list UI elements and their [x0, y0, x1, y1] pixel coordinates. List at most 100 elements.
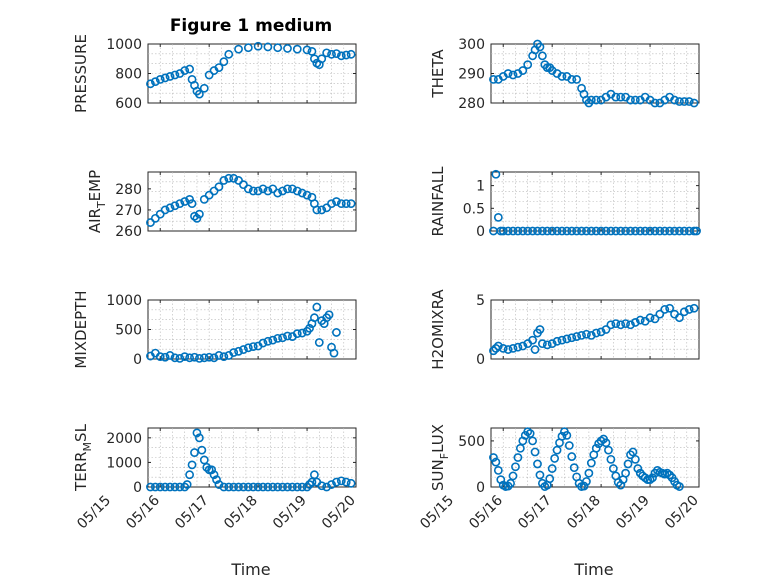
- data-point: [596, 226, 606, 236]
- data-point: [623, 459, 633, 469]
- data-point: [616, 320, 626, 330]
- data-point: [243, 184, 253, 194]
- data-point: [327, 480, 336, 489]
- data-markers: [146, 302, 341, 363]
- data-point: [234, 346, 243, 356]
- data-point: [268, 482, 278, 492]
- data-point: [648, 473, 657, 483]
- y-axis-label: AIRTEMP: [86, 170, 108, 233]
- data-point: [650, 98, 660, 108]
- data-point: [533, 226, 542, 236]
- data-point: [224, 482, 234, 492]
- data-point: [170, 353, 180, 363]
- data-point: [239, 482, 248, 492]
- axes-box: [147, 427, 357, 488]
- data-point: [498, 226, 508, 236]
- data-point: [493, 341, 503, 351]
- data-point: [170, 482, 180, 492]
- data-point: [608, 464, 618, 473]
- data-point: [204, 352, 214, 362]
- data-point: [258, 338, 268, 348]
- subplot-pressure: 600 800 1000 PRESSURE: [72, 34, 357, 113]
- data-point: [503, 69, 513, 78]
- data-point: [185, 64, 194, 74]
- data-point: [170, 201, 180, 211]
- data-point: [569, 463, 579, 473]
- data-point: [655, 309, 665, 319]
- subplot-h2omixra: 0 5 H2OMIXRA: [429, 289, 700, 370]
- data-point: [324, 310, 334, 320]
- data-point: [582, 226, 591, 236]
- y-tick-label: 270: [115, 203, 142, 219]
- data-point: [155, 352, 165, 362]
- data-point: [273, 188, 283, 198]
- data-point: [182, 480, 192, 489]
- data-point: [650, 314, 660, 324]
- data-point: [552, 445, 562, 455]
- data-point: [305, 323, 314, 333]
- data-point: [533, 459, 542, 469]
- data-markers: [489, 303, 699, 356]
- subplot-theta: 280 290 300 THETA: [429, 37, 700, 112]
- data-point: [604, 445, 613, 455]
- data-point: [684, 97, 694, 106]
- data-point: [552, 336, 562, 346]
- data-point: [528, 335, 537, 345]
- data-point: [564, 441, 574, 450]
- data-point: [626, 320, 635, 330]
- data-point: [312, 302, 322, 312]
- data-point: [341, 50, 351, 60]
- data-point: [248, 342, 258, 352]
- data-point: [577, 226, 586, 236]
- data-point: [283, 184, 292, 194]
- data-point: [160, 205, 170, 215]
- data-point: [312, 205, 322, 215]
- data-point: [283, 482, 292, 492]
- data-point: [513, 226, 523, 236]
- data-point: [665, 303, 675, 313]
- data-point: [194, 433, 204, 443]
- data-point: [684, 305, 694, 314]
- y-axis-label: PRESSURE: [72, 34, 90, 113]
- data-point: [346, 49, 356, 59]
- data-markers: [489, 39, 699, 108]
- data-point: [518, 226, 528, 236]
- data-point: [170, 70, 180, 80]
- data-point: [650, 226, 660, 236]
- data-markers: [146, 428, 356, 492]
- data-point: [670, 226, 679, 236]
- data-point: [635, 315, 645, 325]
- y-tick-label: 1: [476, 179, 485, 195]
- data-markers: [146, 173, 356, 227]
- axes-box: [147, 171, 357, 232]
- data-point: [528, 436, 537, 446]
- data-point: [332, 49, 341, 58]
- data-point: [557, 226, 567, 236]
- data-point: [586, 330, 596, 340]
- data-point: [523, 226, 533, 236]
- data-point: [645, 313, 655, 323]
- data-point: [314, 338, 324, 347]
- data-point: [253, 482, 263, 492]
- data-point: [591, 328, 601, 338]
- data-point: [150, 213, 160, 223]
- data-point: [621, 319, 630, 328]
- data-point: [630, 454, 640, 464]
- x-axis-label-right: Time: [573, 560, 613, 579]
- data-point: [675, 313, 684, 323]
- data-point: [503, 345, 513, 354]
- data-point: [199, 194, 209, 204]
- y-tick-label: 0: [476, 352, 485, 368]
- data-point: [577, 330, 586, 340]
- data-point: [630, 226, 640, 236]
- data-point: [675, 97, 684, 106]
- x-tick-label: 05/17: [515, 493, 555, 533]
- data-point: [503, 226, 513, 236]
- y-tick-label: 260: [115, 224, 142, 240]
- data-point: [518, 341, 528, 351]
- data-point: [239, 345, 248, 354]
- data-point: [606, 454, 616, 464]
- data-point: [317, 54, 327, 64]
- y-tick-label: 0.5: [463, 201, 485, 217]
- data-point: [180, 482, 190, 492]
